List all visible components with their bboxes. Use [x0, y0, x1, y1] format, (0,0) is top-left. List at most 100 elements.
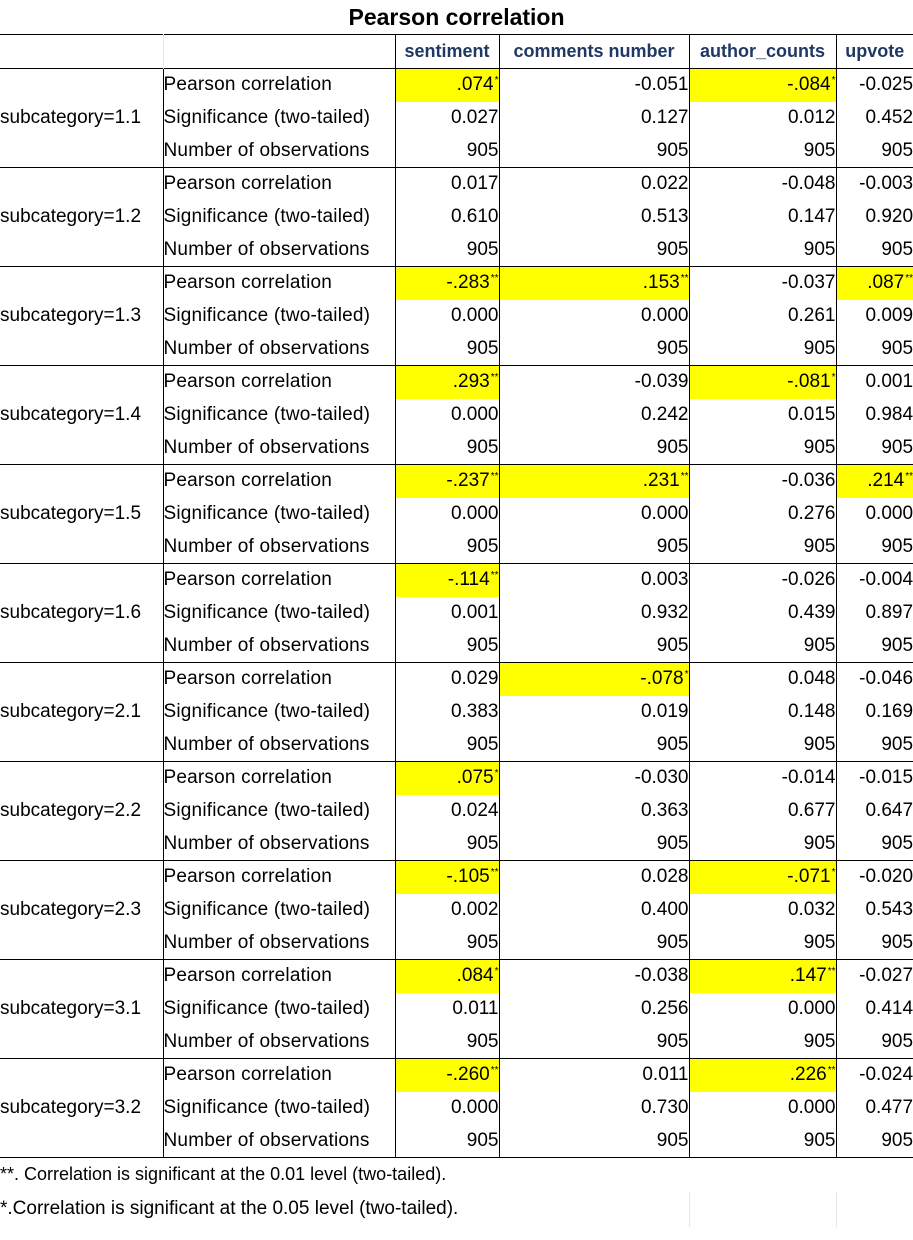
cell-upvote[interactable]: -0.024: [835, 1058, 913, 1092]
cell-comments-number[interactable]: 905: [498, 728, 689, 762]
subcategory-label[interactable]: subcategory=1.2: [0, 206, 142, 227]
cell-sentiment[interactable]: 0.029: [394, 662, 499, 696]
cell-author-counts[interactable]: 0.000: [688, 992, 836, 1026]
stat-label[interactable]: Number of observations: [162, 728, 395, 762]
cell-sentiment[interactable]: 905: [394, 332, 499, 366]
stat-label[interactable]: Significance (two-tailed): [162, 299, 395, 333]
cell-upvote[interactable]: 905: [835, 827, 913, 861]
cell-upvote[interactable]: 905: [835, 926, 913, 960]
cell-author-counts[interactable]: -0.014: [688, 761, 836, 795]
cell-upvote[interactable]: 0.477: [835, 1091, 913, 1125]
cell-upvote[interactable]: -0.046: [835, 662, 913, 696]
stat-label[interactable]: Significance (two-tailed): [162, 992, 395, 1026]
cell-author-counts[interactable]: 0.147: [688, 200, 836, 234]
cell-sentiment[interactable]: .084*: [394, 959, 499, 993]
stat-label[interactable]: Number of observations: [162, 332, 395, 366]
stat-label[interactable]: Significance (two-tailed): [162, 1091, 395, 1125]
cell-author-counts[interactable]: 905: [688, 332, 836, 366]
stat-label[interactable]: Pearson correlation: [162, 464, 395, 498]
cell-comments-number[interactable]: 0.127: [498, 101, 689, 135]
stat-label[interactable]: Number of observations: [162, 530, 395, 564]
cell-author-counts[interactable]: 0.015: [688, 398, 836, 432]
cell-upvote[interactable]: .214**: [835, 464, 913, 498]
stat-label[interactable]: Number of observations: [162, 233, 395, 267]
cell-upvote[interactable]: 0.001: [835, 365, 913, 399]
cell-author-counts[interactable]: 905: [688, 1124, 836, 1158]
subcategory-label[interactable]: subcategory=1.6: [0, 602, 142, 623]
cell-author-counts[interactable]: 0.048: [688, 662, 836, 696]
cell-upvote[interactable]: 0.000: [835, 497, 913, 531]
cell-sentiment[interactable]: 905: [394, 134, 499, 168]
cell-upvote[interactable]: -0.025: [835, 68, 913, 102]
cell-comments-number[interactable]: 905: [498, 431, 689, 465]
cell-upvote[interactable]: -0.027: [835, 959, 913, 993]
stat-label[interactable]: Number of observations: [162, 134, 395, 168]
column-header-author-counts[interactable]: author_counts: [688, 34, 836, 69]
stat-label[interactable]: Significance (two-tailed): [162, 695, 395, 729]
stat-label[interactable]: Pearson correlation: [162, 563, 395, 597]
cell-upvote[interactable]: 905: [835, 530, 913, 564]
cell-sentiment[interactable]: 0.000: [394, 299, 499, 333]
cell-sentiment[interactable]: -.237**: [394, 464, 499, 498]
cell-sentiment[interactable]: -.105**: [394, 860, 499, 894]
cell-comments-number[interactable]: 0.000: [498, 299, 689, 333]
cell-author-counts[interactable]: -.081*: [688, 365, 836, 399]
subcategory-label[interactable]: subcategory=1.1: [0, 107, 142, 128]
cell-upvote[interactable]: 0.984: [835, 398, 913, 432]
cell-author-counts[interactable]: .147**: [688, 959, 836, 993]
cell-upvote[interactable]: 905: [835, 134, 913, 168]
cell-upvote[interactable]: 0.009: [835, 299, 913, 333]
cell-upvote[interactable]: 905: [835, 233, 913, 267]
cell-upvote[interactable]: 905: [835, 1025, 913, 1059]
empty-cell[interactable]: [688, 1191, 836, 1227]
cell-upvote[interactable]: 0.543: [835, 893, 913, 927]
stat-label[interactable]: Pearson correlation: [162, 365, 395, 399]
cell-comments-number[interactable]: 0.022: [498, 167, 689, 201]
cell-author-counts[interactable]: -0.048: [688, 167, 836, 201]
footnote-005[interactable]: *.Correlation is significant at the 0.05…: [0, 1198, 459, 1219]
cell-author-counts[interactable]: 905: [688, 233, 836, 267]
cell-author-counts[interactable]: 0.276: [688, 497, 836, 531]
cell-author-counts[interactable]: -.084*: [688, 68, 836, 102]
cell-comments-number[interactable]: 905: [498, 827, 689, 861]
cell-comments-number[interactable]: 0.256: [498, 992, 689, 1026]
stat-label[interactable]: Pearson correlation: [162, 860, 395, 894]
cell-comments-number[interactable]: -.078*: [498, 662, 689, 696]
cell-comments-number[interactable]: 905: [498, 134, 689, 168]
cell-comments-number[interactable]: 0.242: [498, 398, 689, 432]
cell-author-counts[interactable]: 905: [688, 431, 836, 465]
cell-comments-number[interactable]: 905: [498, 332, 689, 366]
cell-comments-number[interactable]: -0.030: [498, 761, 689, 795]
cell-author-counts[interactable]: -0.026: [688, 563, 836, 597]
cell-author-counts[interactable]: 0.439: [688, 596, 836, 630]
subcategory-label[interactable]: subcategory=1.3: [0, 305, 142, 326]
cell-comments-number[interactable]: 0.400: [498, 893, 689, 927]
cell-sentiment[interactable]: 905: [394, 827, 499, 861]
cell-sentiment[interactable]: 0.027: [394, 101, 499, 135]
stat-label[interactable]: Pearson correlation: [162, 1058, 395, 1092]
column-header-sentiment[interactable]: sentiment: [394, 34, 499, 69]
stat-label[interactable]: Pearson correlation: [162, 167, 395, 201]
cell-upvote[interactable]: 0.169: [835, 695, 913, 729]
stat-label[interactable]: Significance (two-tailed): [162, 893, 395, 927]
cell-comments-number[interactable]: .153**: [498, 266, 689, 300]
cell-comments-number[interactable]: 0.028: [498, 860, 689, 894]
cell-sentiment[interactable]: -.260**: [394, 1058, 499, 1092]
stat-label[interactable]: Significance (two-tailed): [162, 398, 395, 432]
cell-sentiment[interactable]: 0.017: [394, 167, 499, 201]
subcategory-label[interactable]: subcategory=3.2: [0, 1097, 142, 1118]
cell-sentiment[interactable]: 0.383: [394, 695, 499, 729]
cell-comments-number[interactable]: 0.363: [498, 794, 689, 828]
header-blank-cell[interactable]: [163, 35, 395, 69]
footnote-001[interactable]: **. Correlation is significant at the 0.…: [0, 1164, 447, 1185]
cell-comments-number[interactable]: 905: [498, 530, 689, 564]
cell-upvote[interactable]: 905: [835, 728, 913, 762]
cell-author-counts[interactable]: -.071*: [688, 860, 836, 894]
cell-author-counts[interactable]: 905: [688, 1025, 836, 1059]
stat-label[interactable]: Significance (two-tailed): [162, 794, 395, 828]
subcategory-label[interactable]: subcategory=1.4: [0, 404, 142, 425]
stat-label[interactable]: Pearson correlation: [162, 68, 395, 102]
stat-label[interactable]: Pearson correlation: [162, 266, 395, 300]
table-title[interactable]: Pearson correlation: [348, 3, 565, 30]
cell-sentiment[interactable]: 0.011: [394, 992, 499, 1026]
